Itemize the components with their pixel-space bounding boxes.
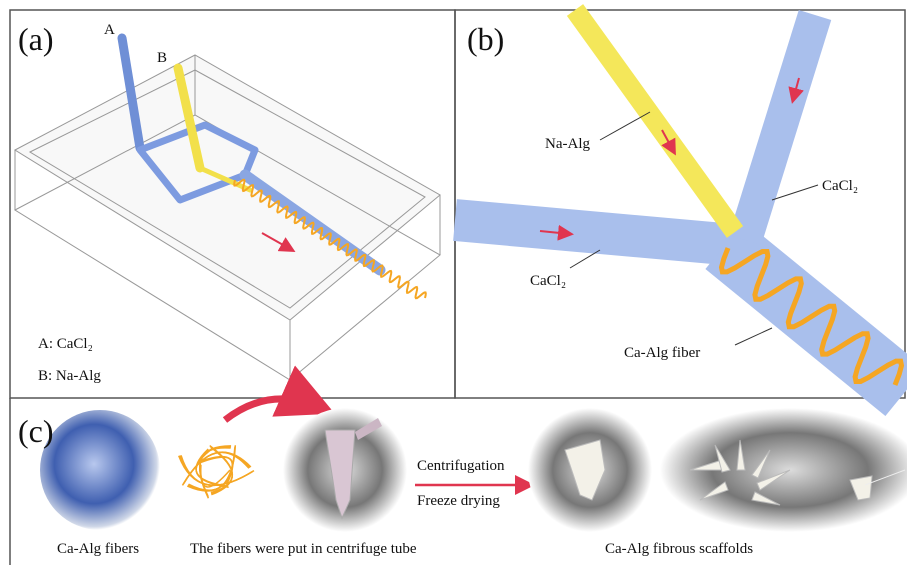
inlet-label: A (104, 22, 115, 38)
caption: Ca-Alg fibrous scaffolds (605, 541, 753, 557)
channels (117, 33, 386, 276)
inlet-label: B (157, 50, 167, 66)
flow-arrow (261, 232, 296, 252)
fiber-photo (40, 410, 160, 530)
fiber-strand (199, 447, 231, 497)
legend-item: A: CaCl₂ (38, 336, 93, 352)
tube (324, 429, 356, 520)
fiber (233, 178, 427, 300)
fiber-strand (180, 455, 253, 486)
leader-lines (569, 111, 819, 346)
panel-label: (b) (467, 21, 504, 57)
panel-label: (c) (18, 413, 54, 449)
channel-label: Ca-Alg fiber (624, 345, 700, 361)
fiber (718, 247, 905, 386)
scaffold-photo (660, 408, 907, 532)
channels (453, 4, 907, 417)
fiber-tangle (178, 444, 255, 499)
transfer-arrow (222, 365, 335, 423)
panel-label: (a) (18, 21, 54, 57)
caption: Ca-Alg fibers (57, 541, 139, 557)
flow-arrows (539, 77, 804, 241)
chip (13, 54, 441, 381)
channel-label: Na-Alg (545, 136, 590, 152)
scaffolds (564, 439, 906, 506)
channel-label: CaCl₂ (822, 178, 858, 194)
step-label: Centrifugation (417, 458, 505, 474)
panel-frame (454, 9, 906, 399)
fiber-strand (188, 447, 236, 491)
legend-item: B: Na-Alg (38, 368, 101, 384)
step-label: Freeze drying (417, 493, 500, 509)
caption: The fibers were put in centrifuge tube (190, 541, 417, 557)
tube-cap (355, 418, 382, 440)
channel-label: CaCl₂ (530, 273, 566, 289)
fiber-strand (210, 446, 233, 494)
